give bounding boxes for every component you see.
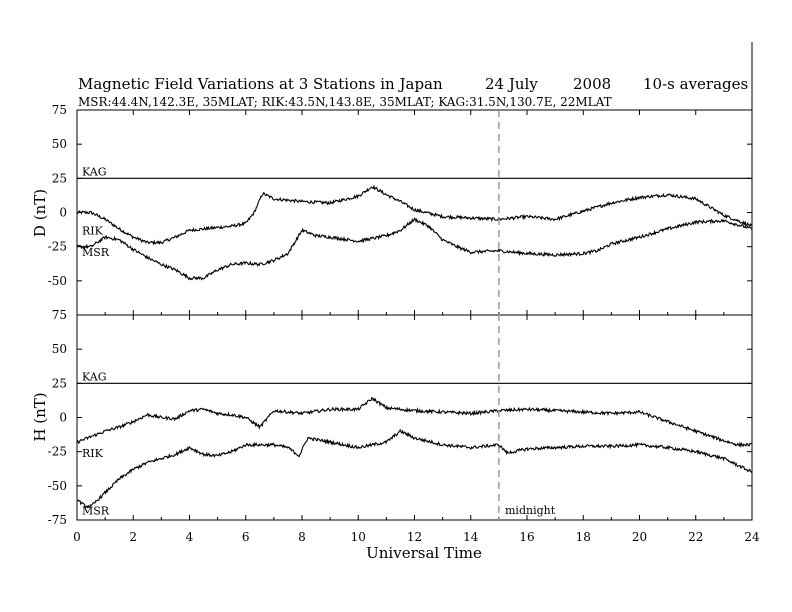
x-tick-label: 4 <box>186 530 194 544</box>
midnight-label: midnight <box>505 504 556 517</box>
panel-0-y-tick-label: -25 <box>48 240 67 254</box>
x-tick-label: 10 <box>351 530 366 544</box>
x-tick-label: 8 <box>298 530 306 544</box>
x-tick-label: 18 <box>576 530 591 544</box>
panel-0-label-msr: MSR <box>82 246 110 259</box>
date-label: 24 July <box>485 75 538 93</box>
panel-1-y-tick-label: -25 <box>48 445 67 459</box>
panel-1-series-rik-line <box>76 396 753 448</box>
d-panel-y-label: D (nT) <box>31 189 49 237</box>
panel-1-label-rik: RIK <box>82 447 104 460</box>
panel-0-label-kag: KAG <box>82 165 107 178</box>
panel-0-label-rik: RIK <box>82 224 104 237</box>
x-tick-label: 14 <box>463 530 479 544</box>
x-tick-label: 12 <box>407 530 422 544</box>
panel-1-y-tick-label: 75 <box>52 308 67 322</box>
panel-1-y-tick-label: 0 <box>59 411 67 425</box>
h-panel-y-label: H (nT) <box>31 392 49 441</box>
panel-1-y-tick-label: -50 <box>48 479 67 493</box>
panel-1-y-tick-label: -75 <box>48 513 67 527</box>
panel-1-y-tick-label: 25 <box>52 376 67 390</box>
panel-1-y-tick-label: 50 <box>52 342 67 356</box>
x-tick-label: 2 <box>129 530 137 544</box>
panel-1-series-msr-line <box>76 428 753 509</box>
panel-1-label-msr: MSR <box>82 505 110 518</box>
x-axis-label: Universal Time <box>366 544 482 562</box>
panel-0-series-msr-line <box>76 217 753 281</box>
panel-0-y-tick-label: 50 <box>52 137 67 151</box>
x-tick-label: 20 <box>632 530 647 544</box>
panel-0-y-tick-label: 0 <box>59 206 67 220</box>
year-label: 2008 <box>573 75 611 93</box>
panel-0-y-tick-label: 75 <box>52 103 67 117</box>
averaging-label: 10-s averages <box>643 75 748 93</box>
chart-title: Magnetic Field Variations at 3 Stations … <box>78 75 443 93</box>
station-subtitle: MSR:44.4N,142.3E, 35MLAT; RIK:43.5N,143.… <box>78 95 612 109</box>
x-tick-label: 22 <box>688 530 703 544</box>
panel-0-y-tick-label: 25 <box>52 171 67 185</box>
panel-1-label-kag: KAG <box>82 370 107 383</box>
panel-0-frame <box>76 109 753 316</box>
x-tick-label: 0 <box>73 530 81 544</box>
x-tick-label: 24 <box>744 530 760 544</box>
x-tick-label: 16 <box>519 530 534 544</box>
panel-0-y-tick-label: -50 <box>48 274 67 288</box>
x-tick-label: 6 <box>242 530 250 544</box>
panel-0-series-rik-line <box>76 184 753 246</box>
